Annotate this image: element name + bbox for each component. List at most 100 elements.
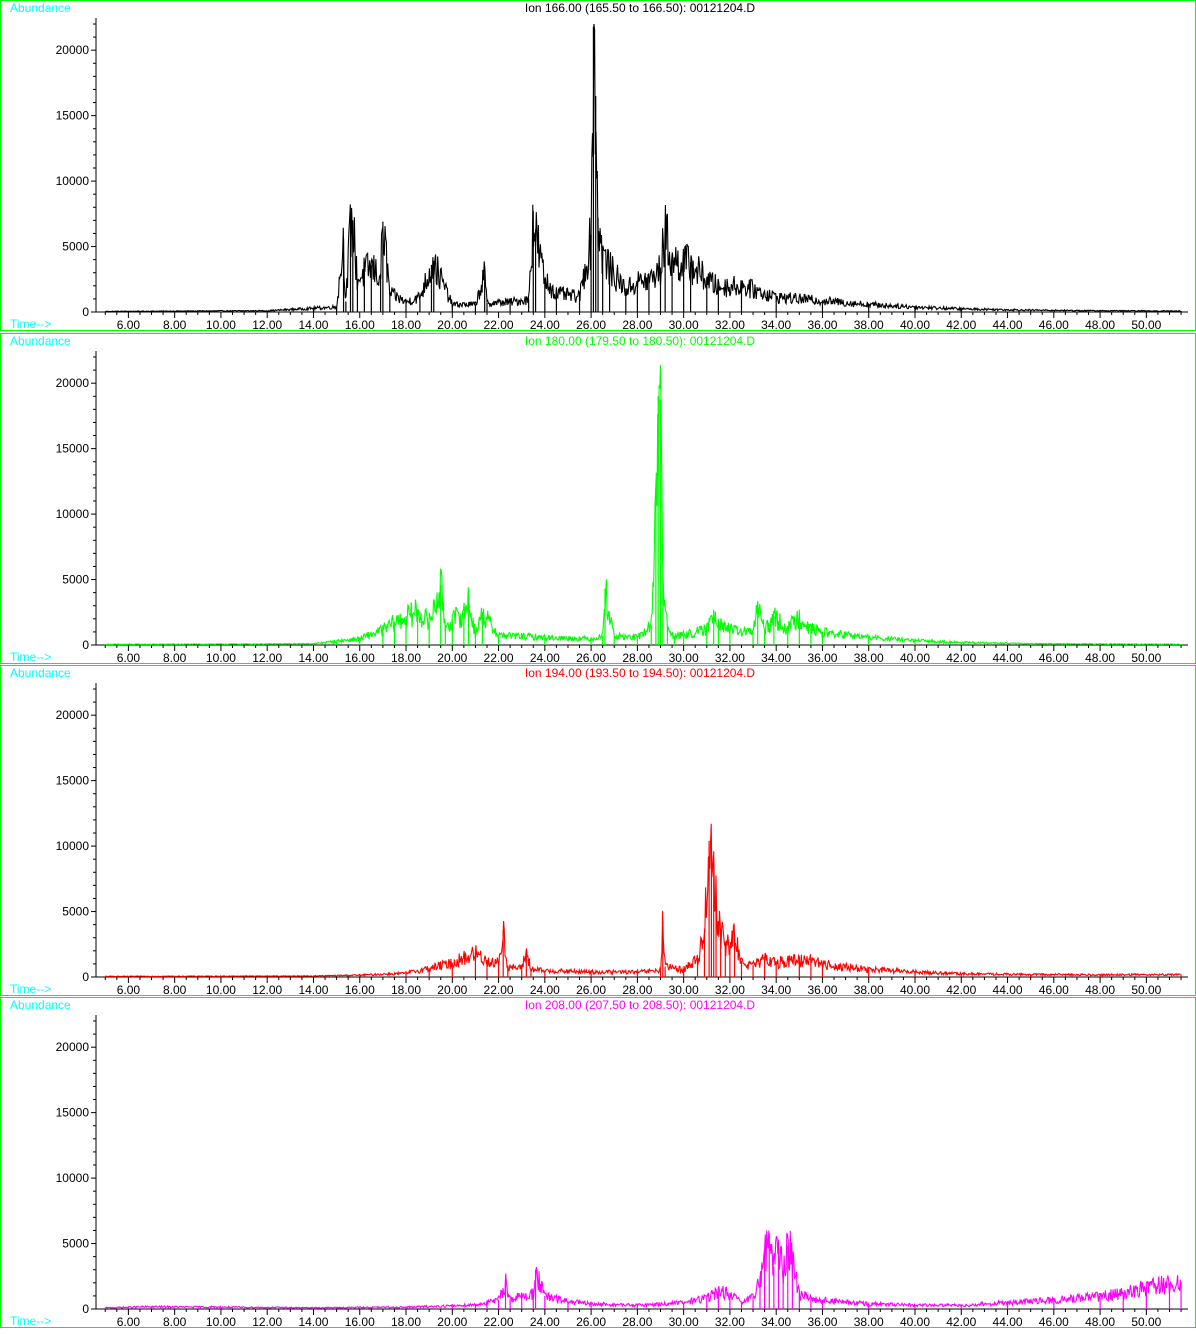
x-tick-label: 10.00 [206,318,236,331]
chart-svg: Abundance Ion 194.00 (193.50 to 194.50): … [0,665,1196,996]
y-axis-label: Abundance [10,1,71,15]
x-tick-label: 34.00 [761,983,791,996]
chart-title: Ion 166.00 (165.50 to 166.50): 00121204.… [525,1,756,15]
x-tick-label: 42.00 [946,318,976,331]
chart-svg: Abundance Ion 208.00 (207.50 to 208.50): … [0,997,1196,1328]
x-tick-label: 48.00 [1085,651,1115,664]
x-tick-label: 44.00 [993,651,1023,664]
ion-chart-panel: Abundance Ion 180.00 (179.50 to 180.50): … [0,333,1196,664]
ion-chart-panel: Abundance Ion 208.00 (207.50 to 208.50): … [0,997,1196,1328]
x-tick-label: 14.00 [298,318,328,331]
chart-title: Ion 180.00 (179.50 to 180.50): 00121204.… [525,334,756,348]
x-axis-label: Time--> [10,317,51,331]
x-tick-label: 34.00 [761,318,791,331]
x-tick-label: 24.00 [530,983,560,996]
series-line [104,364,1181,646]
x-tick-label: 32.00 [715,1315,745,1328]
x-tick-label: 6.00 [117,318,141,331]
x-tick-label: 36.00 [807,318,837,331]
y-axis-label: Abundance [10,666,71,680]
x-tick-label: 40.00 [900,318,930,331]
x-tick-label: 42.00 [946,1315,976,1328]
x-tick-label: 22.00 [484,318,514,331]
y-tick-label: 5000 [62,1237,89,1251]
x-tick-label: 8.00 [163,1315,187,1328]
x-tick-label: 36.00 [807,1315,837,1328]
x-tick-label: 14.00 [298,651,328,664]
x-tick-label: 28.00 [622,651,652,664]
y-tick-label: 20000 [56,708,90,722]
ion-chart-panel: Abundance Ion 166.00 (165.50 to 166.50): … [0,0,1196,331]
x-tick-label: 46.00 [1039,1315,1069,1328]
y-tick-label: 10000 [56,174,90,188]
x-tick-label: 38.00 [854,651,884,664]
x-tick-label: 26.00 [576,651,606,664]
chart-title: Ion 208.00 (207.50 to 208.50): 00121204.… [525,998,756,1012]
x-tick-label: 26.00 [576,1315,606,1328]
x-tick-label: 20.00 [437,1315,467,1328]
x-tick-label: 44.00 [993,983,1023,996]
y-tick-label: 20000 [56,1040,90,1054]
x-tick-label: 50.00 [1131,651,1161,664]
x-tick-label: 8.00 [163,651,187,664]
y-tick-label: 5000 [62,240,89,254]
x-tick-label: 20.00 [437,318,467,331]
x-tick-label: 30.00 [669,1315,699,1328]
x-tick-label: 28.00 [622,318,652,331]
x-tick-label: 16.00 [345,1315,375,1328]
x-tick-label: 14.00 [298,983,328,996]
x-tick-label: 18.00 [391,651,421,664]
x-tick-label: 24.00 [530,651,560,664]
chart-svg: Abundance Ion 180.00 (179.50 to 180.50): … [0,333,1196,664]
series-line [105,823,1181,978]
x-tick-label: 20.00 [437,983,467,996]
x-tick-label: 30.00 [669,983,699,996]
x-tick-label: 12.00 [252,1315,282,1328]
x-tick-label: 34.00 [761,1315,791,1328]
x-tick-label: 16.00 [345,318,375,331]
x-tick-label: 36.00 [807,983,837,996]
y-tick-label: 0 [82,970,89,984]
x-tick-label: 36.00 [807,651,837,664]
chart-title: Ion 194.00 (193.50 to 194.50): 00121204.… [525,666,756,680]
x-tick-label: 40.00 [900,983,930,996]
x-axis-label: Time--> [10,982,51,996]
x-tick-label: 32.00 [715,318,745,331]
ion-chart-panel: Abundance Ion 194.00 (193.50 to 194.50): … [0,665,1196,996]
x-tick-label: 6.00 [117,983,141,996]
x-tick-label: 16.00 [345,983,375,996]
x-tick-label: 10.00 [206,1315,236,1328]
x-tick-label: 30.00 [669,651,699,664]
x-tick-label: 34.00 [761,651,791,664]
x-axis-label: Time--> [10,1314,51,1328]
x-tick-label: 12.00 [252,318,282,331]
panel-frame [0,997,1196,1328]
x-tick-label: 42.00 [946,983,976,996]
x-tick-label: 22.00 [484,983,514,996]
x-tick-label: 38.00 [854,318,884,331]
x-tick-label: 38.00 [854,1315,884,1328]
y-tick-label: 15000 [56,442,90,456]
x-tick-label: 18.00 [391,318,421,331]
x-tick-label: 32.00 [715,983,745,996]
y-axis-label: Abundance [10,334,71,348]
x-tick-label: 26.00 [576,318,606,331]
y-tick-label: 15000 [56,1106,90,1120]
x-tick-label: 14.00 [298,1315,328,1328]
y-tick-label: 0 [82,638,89,652]
x-tick-label: 48.00 [1085,1315,1115,1328]
x-tick-label: 26.00 [576,983,606,996]
y-tick-label: 5000 [62,573,89,587]
y-tick-label: 0 [82,1302,89,1316]
x-tick-label: 38.00 [854,983,884,996]
y-tick-label: 10000 [56,507,90,521]
x-tick-label: 10.00 [206,651,236,664]
x-tick-label: 12.00 [252,983,282,996]
x-tick-label: 8.00 [163,318,187,331]
chart-svg: Abundance Ion 166.00 (165.50 to 166.50): … [0,0,1196,331]
x-tick-label: 8.00 [163,983,187,996]
x-tick-label: 22.00 [484,651,514,664]
x-tick-label: 50.00 [1131,983,1161,996]
y-tick-label: 20000 [56,43,90,57]
x-tick-label: 44.00 [993,318,1023,331]
